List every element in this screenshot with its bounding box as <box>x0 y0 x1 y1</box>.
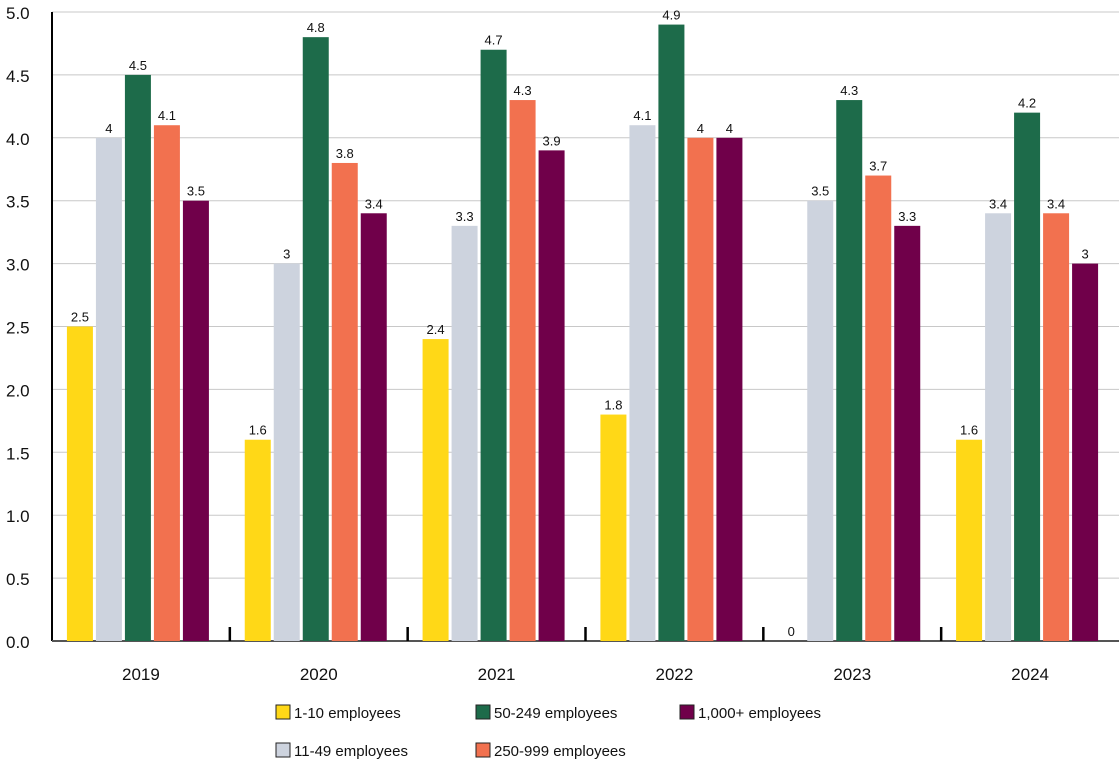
bar <box>985 213 1012 641</box>
legend: 1-10 employees 11-49 employees 50-249 empl… <box>275 704 821 760</box>
data-label: 4.1 <box>158 108 176 123</box>
data-label: 2.5 <box>71 310 89 325</box>
data-label: 4.2 <box>1018 96 1036 111</box>
bar <box>451 225 478 642</box>
data-label: 3.5 <box>811 184 829 199</box>
y-tick-label: 4.5 <box>6 67 30 86</box>
y-tick-label: 3.5 <box>6 193 30 212</box>
x-tick-label: 2021 <box>478 665 516 684</box>
bar <box>807 200 834 641</box>
legend-label: 1-10 employees <box>294 705 401 722</box>
bar <box>716 137 743 642</box>
x-tick-label: 2019 <box>122 665 160 684</box>
data-label: 2.4 <box>427 322 445 337</box>
data-label: 4 <box>697 121 704 136</box>
data-label: 4.9 <box>662 8 680 23</box>
legend-swatch <box>475 742 491 758</box>
data-label: 0 <box>788 624 795 639</box>
legend-label: 11-49 employees <box>294 743 408 760</box>
y-tick-label: 3.0 <box>6 256 30 275</box>
bar <box>509 100 536 641</box>
y-tick-label: 5.0 <box>6 4 30 23</box>
y-tick-label: 4.0 <box>6 130 30 149</box>
data-label: 3 <box>283 247 290 262</box>
bar <box>273 263 300 641</box>
data-label: 1.6 <box>960 423 978 438</box>
grid-lines <box>52 11 1119 579</box>
y-tick-label: 2.5 <box>6 319 30 338</box>
data-label: 4.8 <box>307 20 325 35</box>
bar <box>182 200 209 641</box>
bar <box>629 125 656 642</box>
bar <box>658 24 685 641</box>
bar <box>480 49 507 642</box>
axes: 0.0 0.5 1.0 1.5 2.0 2.5 3.0 3.5 4.0 4.5 5.0 2019 202… <box>6 4 1119 684</box>
y-tick-label: 0.0 <box>6 633 30 652</box>
y-tick-label: 1.5 <box>6 444 30 463</box>
bar <box>894 225 921 642</box>
bar <box>956 439 983 641</box>
bar <box>124 74 151 641</box>
legend-label: 50-249 employees <box>494 705 617 722</box>
bar <box>95 137 122 642</box>
bar <box>600 414 627 641</box>
data-label: 4 <box>726 121 733 136</box>
bar <box>244 439 271 641</box>
bar <box>836 100 863 641</box>
bar <box>1014 112 1041 641</box>
bar <box>865 175 892 642</box>
bar <box>687 137 714 642</box>
data-label: 4.7 <box>485 33 503 48</box>
legend-swatch <box>679 704 695 720</box>
data-label: 3.4 <box>365 196 383 211</box>
bar <box>1072 263 1099 641</box>
legend-label: 250-999 employees <box>494 743 626 760</box>
data-label: 4.3 <box>514 83 532 98</box>
data-label: 3.8 <box>336 146 354 161</box>
bar <box>66 326 93 641</box>
bar <box>360 213 387 641</box>
data-label: 3.5 <box>187 184 205 199</box>
x-tick-label: 2020 <box>300 665 338 684</box>
data-label: 3.9 <box>543 133 561 148</box>
data-label: 4.1 <box>633 108 651 123</box>
data-label: 1.8 <box>604 398 622 413</box>
bar <box>1043 213 1070 641</box>
data-label: 3.7 <box>869 159 887 174</box>
y-tick-label: 1.0 <box>6 507 30 526</box>
data-label: 4.5 <box>129 58 147 73</box>
legend-swatch <box>275 742 291 758</box>
data-label: 4.3 <box>840 83 858 98</box>
data-label: 4 <box>105 121 112 136</box>
legend-swatch <box>275 704 291 720</box>
legend-swatch <box>475 704 491 720</box>
data-labels: 2.5 4 4.5 4.1 3.5 1.6 3 4.8 3.8 3.4 2.4 3.3 4.7 4.3 3.… <box>71 8 1089 639</box>
y-tick-label: 0.5 <box>6 570 30 589</box>
x-tick-label: 2023 <box>833 665 871 684</box>
legend-label: 1,000+ employees <box>698 705 821 722</box>
bars <box>66 24 1099 642</box>
data-label: 3.4 <box>989 196 1007 211</box>
bar <box>331 162 358 641</box>
bar <box>422 339 449 641</box>
x-tick-label: 2024 <box>1011 665 1049 684</box>
data-label: 3.4 <box>1047 196 1065 211</box>
bar <box>538 150 565 641</box>
data-label: 3.3 <box>898 209 916 224</box>
data-label: 3 <box>1081 247 1088 262</box>
bar <box>302 37 329 642</box>
y-tick-label: 2.0 <box>6 381 30 400</box>
bar <box>153 125 180 642</box>
data-label: 3.3 <box>456 209 474 224</box>
x-tick-label: 2022 <box>656 665 694 684</box>
data-label: 1.6 <box>249 423 267 438</box>
